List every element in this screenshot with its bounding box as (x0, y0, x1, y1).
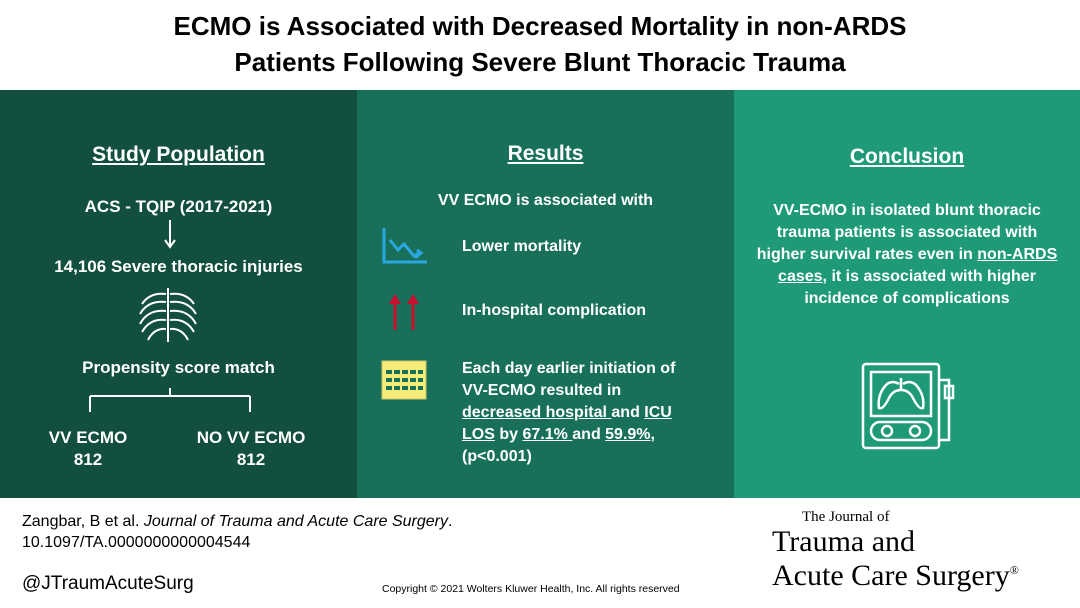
conclusion-line-4b: , it is associated with higher (822, 268, 1036, 285)
conclusion-line-5: incidence of complications (804, 290, 1010, 307)
logo-line-3: Acute Care Surgery® (772, 559, 1019, 593)
early-line-2: VV-ECMO resulted in (462, 382, 622, 399)
group-vv-ecmo-count: 812 (73, 450, 103, 469)
calendar-icon (381, 360, 427, 400)
split-bracket (89, 388, 251, 412)
conclusion-line-2: trauma patients is associated with (776, 224, 1038, 241)
citation-author: Zangbar, B et al. (22, 513, 144, 530)
and-text: and (611, 404, 645, 421)
group-no-vv-ecmo-count: 812 (236, 450, 266, 469)
los-text: LOS (462, 426, 495, 443)
logo-line-1: The Journal of (802, 509, 890, 525)
double-up-arrow-icon (389, 294, 419, 330)
logo-line-3-text: Acute Care Surgery (772, 559, 1010, 592)
citation-doi: 10.1097/TA.0000000000004544 (22, 534, 251, 551)
injury-count: 14,106 Severe thoracic injuries (54, 257, 303, 276)
group-no-vv-ecmo: NO VV ECMO 812 (186, 427, 316, 471)
and-text-2: and (572, 426, 606, 443)
by-text: by (494, 426, 523, 443)
propensity-match: Propensity score match (82, 358, 275, 377)
early-line-3: decreased hospital and ICU (462, 402, 722, 424)
study-population-heading: Study Population (92, 143, 265, 166)
icu-text: ICU (644, 404, 672, 421)
early-line-4: LOS by 67.1% and 59.9%, (462, 424, 722, 446)
citation: Zangbar, B et al. Journal of Trauma and … (22, 511, 452, 553)
results-panel: Results VV ECMO is associated with Lower… (357, 90, 734, 498)
group-vv-ecmo-label: VV ECMO (48, 428, 128, 447)
group-vv-ecmo: VV ECMO 812 (28, 427, 148, 471)
ecmo-machine-icon (861, 362, 955, 450)
results-heading: Results (507, 142, 584, 165)
comma-text: , (650, 426, 655, 443)
citation-line-1: Zangbar, B et al. Journal of Trauma and … (22, 511, 452, 532)
cases-text: cases (778, 268, 823, 285)
arrow-down-icon (164, 220, 176, 249)
conclusion-line-4: cases, it is associated with higher (734, 266, 1080, 288)
study-population-panel: Study Population ACS - TQIP (2017-2021) … (0, 90, 357, 498)
conclusion-heading: Conclusion (849, 145, 965, 168)
page-title: ECMO is Associated with Decreased Mortal… (0, 8, 1080, 80)
result-complication: In-hospital complication (462, 302, 647, 319)
title-line-2: Patients Following Severe Blunt Thoracic… (234, 47, 846, 77)
citation-journal: Journal of Trauma and Acute Care Surgery (143, 513, 449, 530)
title-line-1: ECMO is Associated with Decreased Mortal… (173, 11, 907, 41)
result-lower-mortality: Lower mortality (462, 238, 582, 255)
twitter-handle[interactable]: @JTraumAcuteSurg (22, 573, 194, 594)
conclusion-line-1: VV-ECMO in isolated blunt thoracic (773, 202, 1041, 219)
non-ards-text: non-ARDS (977, 246, 1058, 263)
conclusion-line-3a: higher survival rates even in (756, 246, 978, 263)
result-early-initiation: Each day earlier initiation of VV-ECMO r… (462, 358, 722, 468)
group-no-vv-ecmo-label: NO VV ECMO (196, 428, 306, 447)
p-value: (p<0.001) (462, 448, 532, 465)
conclusion-panel: Conclusion VV-ECMO in isolated blunt tho… (734, 90, 1080, 498)
declining-chart-icon (382, 228, 427, 264)
logo-line-2: Trauma and (772, 525, 916, 558)
ribcage-icon (139, 288, 197, 342)
registered-mark: ® (1009, 563, 1019, 577)
hospital-reduction-value: 67.1% (522, 426, 573, 443)
data-source: ACS - TQIP (2017-2021) (84, 197, 273, 216)
early-line-1: Each day earlier initiation of (462, 360, 676, 377)
conclusion-line-3: higher survival rates even in non-ARDS (734, 244, 1080, 266)
citation-period: . (448, 513, 453, 530)
conclusion-text: VV-ECMO in isolated blunt thoracic traum… (734, 200, 1080, 310)
decreased-hospital-text: decreased hospital (462, 404, 612, 421)
copyright-notice: Copyright © 2021 Wolters Kluwer Health, … (382, 583, 680, 595)
results-intro: VV ECMO is associated with (437, 192, 654, 209)
icu-reduction-value: 59.9% (605, 426, 651, 443)
